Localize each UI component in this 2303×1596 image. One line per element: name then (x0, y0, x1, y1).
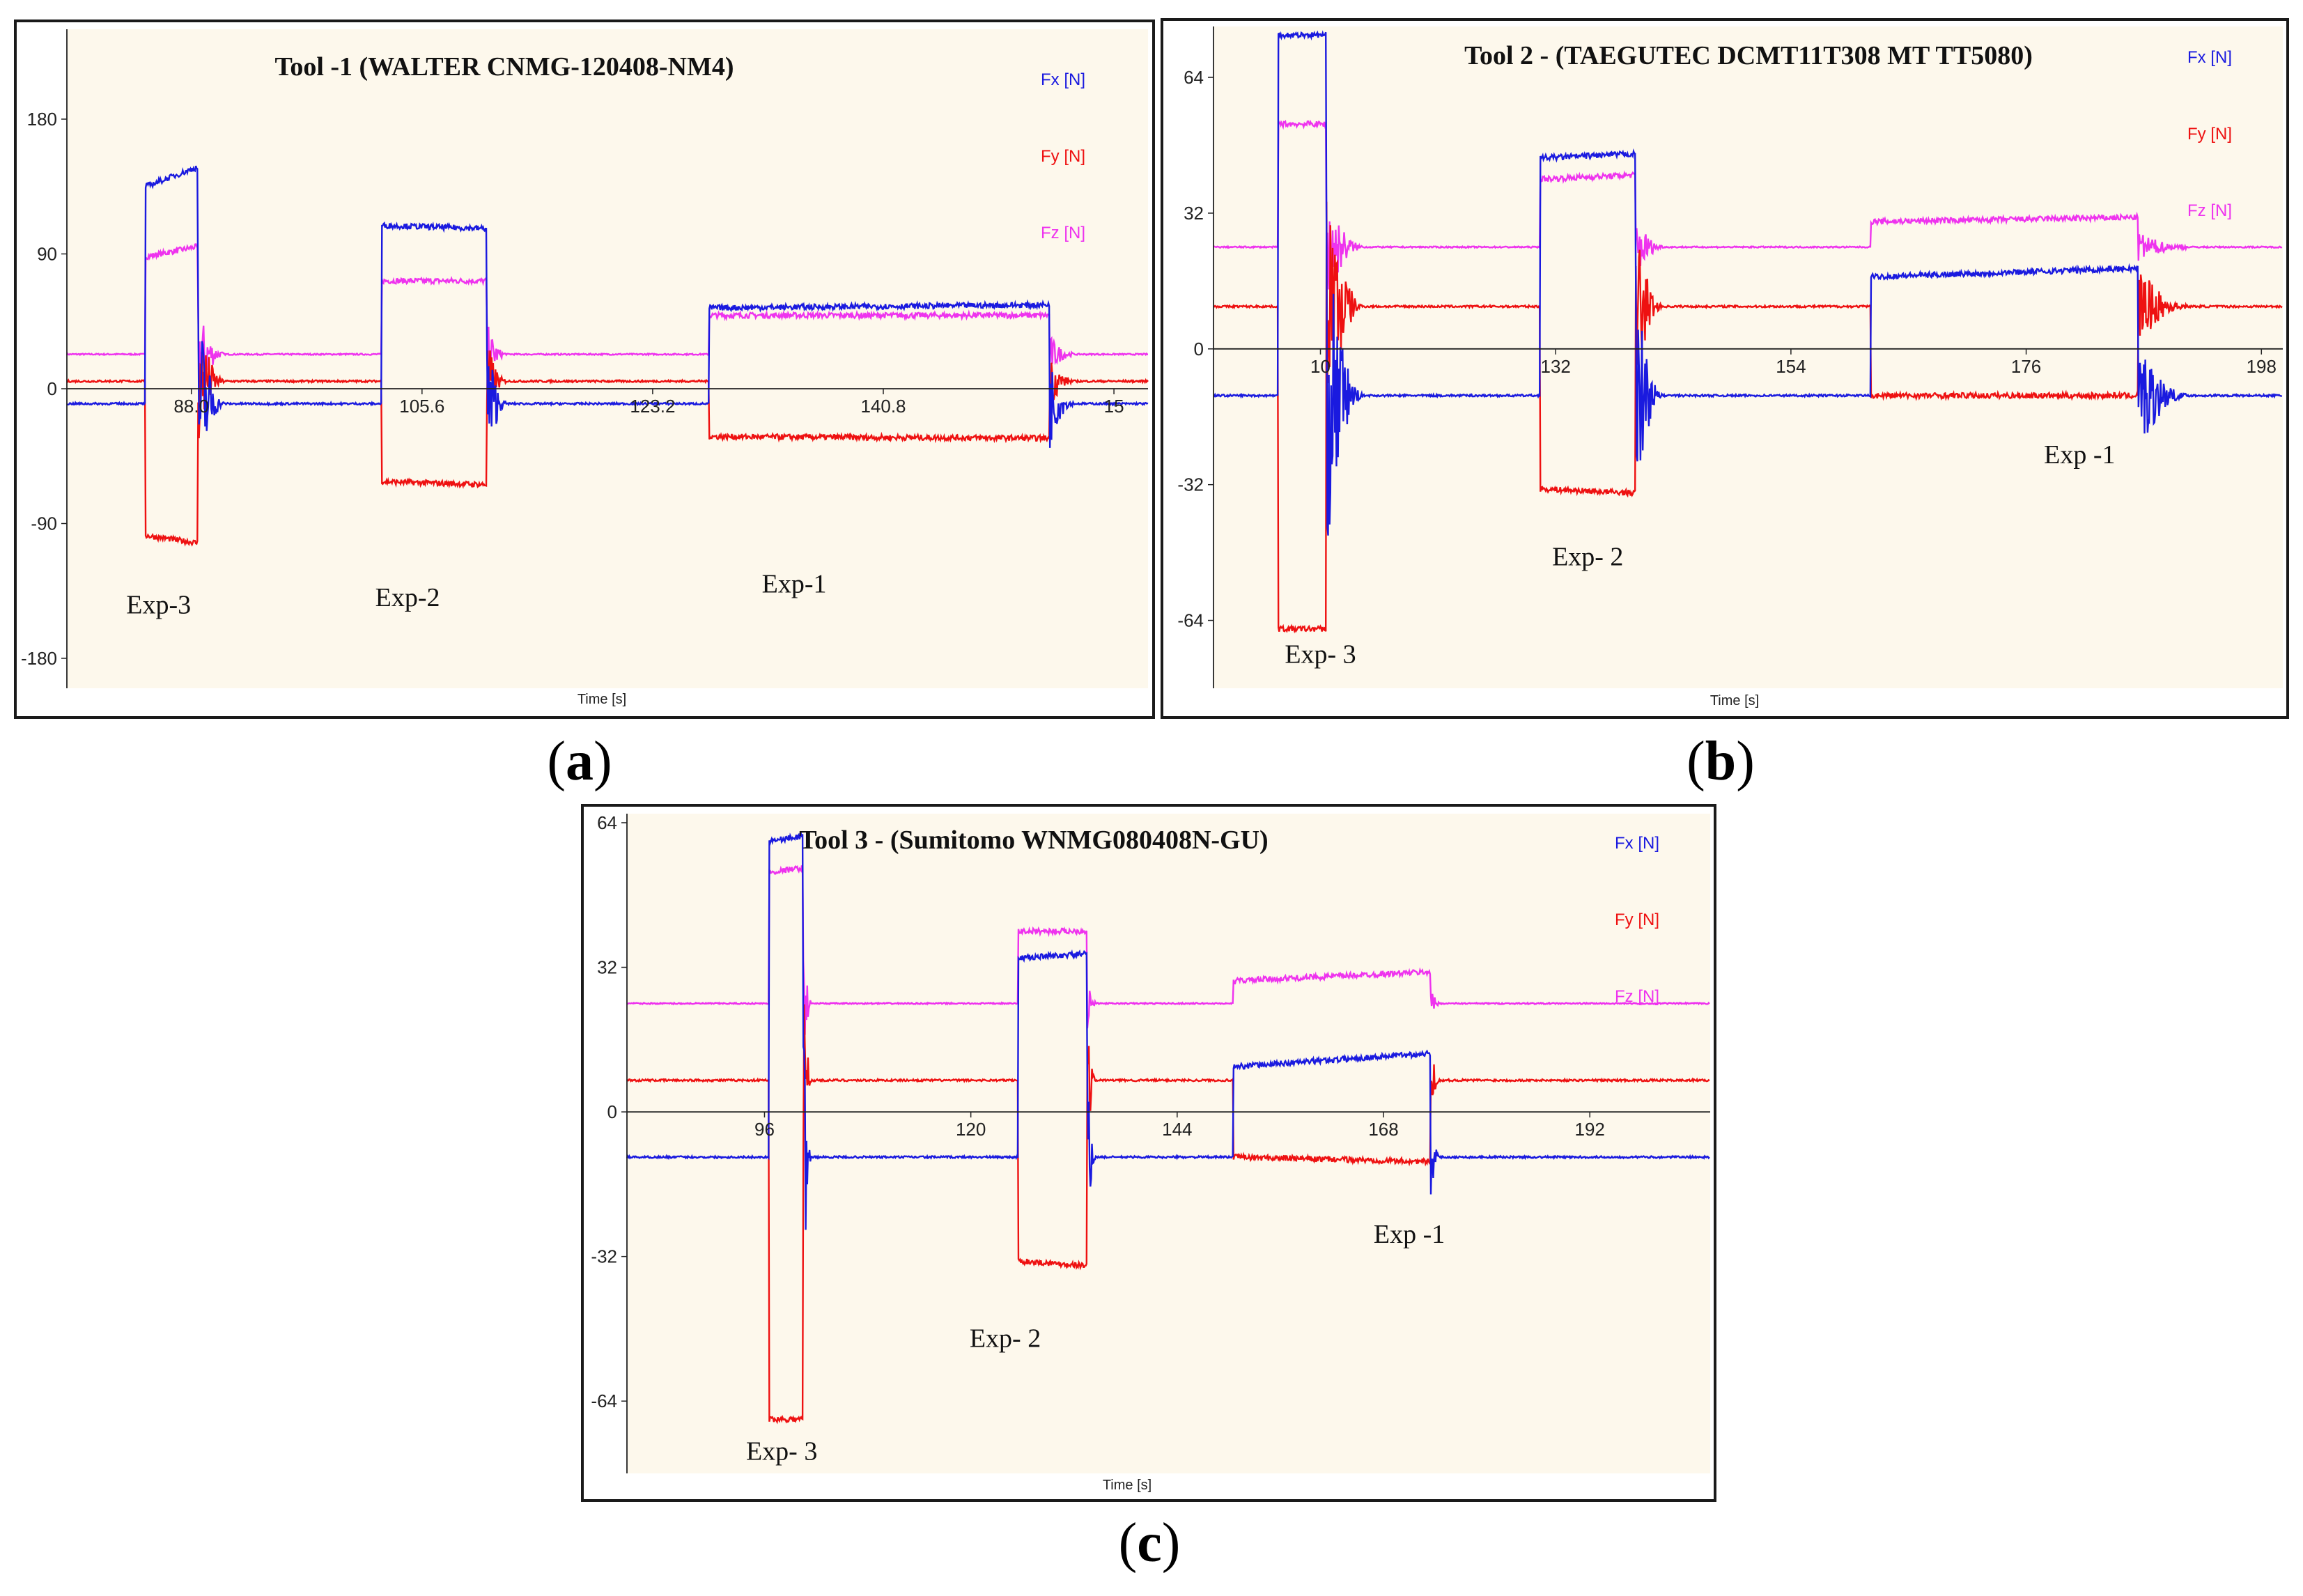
series-fz-line (1213, 119, 2283, 290)
y-tick-label: -64 (1177, 610, 1204, 631)
legend-entry: Fy [N] (2187, 125, 2232, 144)
panel-a: 180 90 0 -90 -180 88.0 105.6 123.2 140.8 15 Tool -… (14, 20, 1155, 719)
exp-annotation: Exp -1 (1374, 1220, 1445, 1249)
y-tick-label: 0 (607, 1101, 617, 1122)
caption-c-letter: c (1137, 1512, 1162, 1574)
x-tick-label: 10 (1310, 356, 1331, 377)
exp-annotation: Exp- 2 (1552, 542, 1623, 571)
legend-entry: Fx [N] (1615, 834, 1659, 853)
x-tick-label: 140.8 (860, 396, 906, 417)
x-tick-label: 96 (754, 1119, 775, 1140)
exp-annotation: Exp- 2 (970, 1324, 1041, 1353)
series-fx-line (1213, 30, 2283, 536)
y-tick-label: 90 (37, 244, 57, 265)
chart-title: Tool 2 - (TAEGUTEC DCMT11T308 MT TT5080) (1464, 41, 2033, 70)
series-fz-line (65, 242, 1149, 385)
y-tick-label: -64 (591, 1390, 617, 1411)
y-tick-label: 32 (597, 957, 617, 978)
x-tick-label: 198 (2247, 356, 2277, 377)
x-axis-label: Time [s] (1103, 1478, 1152, 1493)
x-tick-label: 88.0 (173, 396, 209, 417)
legend-entry: Fz [N] (1615, 987, 1659, 1006)
series-fx-line (626, 830, 1710, 1230)
x-tick-label: 15 (1104, 396, 1124, 417)
y-tick-label: 32 (1184, 203, 1204, 224)
legend-entry: Fx [N] (1041, 70, 1085, 89)
x-tick-label: 168 (1368, 1119, 1398, 1140)
x-tick-label: 105.6 (399, 396, 444, 417)
x-tick-label: 192 (1575, 1119, 1605, 1140)
caption-b: (b) (1686, 731, 1755, 792)
series-fy-line (626, 1004, 1710, 1425)
caption-a-letter: a (566, 731, 594, 792)
chart-title: Tool -1 (WALTER CNMG-120408-NM4) (274, 52, 734, 82)
series-fy-line (66, 350, 1149, 547)
y-tick-label: -90 (31, 513, 57, 534)
exp-annotation: Exp-2 (375, 583, 440, 612)
caption-a: (a) (547, 731, 612, 792)
panel-b: 64 32 0 -32 -64 10 132 154 176 198 Tool 2 - (TAEGU… (1161, 18, 2289, 719)
series-fx-line (66, 165, 1149, 448)
series-fy-line (1213, 201, 2283, 634)
y-tick-label: -32 (1177, 474, 1204, 495)
x-tick-label: 144 (1162, 1119, 1192, 1140)
x-tick-label: 123.2 (630, 396, 675, 417)
x-axis-label: Time [s] (1710, 693, 1759, 708)
legend-entry: Fy [N] (1041, 147, 1085, 166)
legend-entry: Fz [N] (1041, 224, 1085, 242)
x-tick-label: 176 (2011, 356, 2041, 377)
caption-c: (c) (1118, 1512, 1181, 1574)
exp-annotation: Exp-1 (762, 569, 827, 598)
exp-annotation: Exp- 3 (746, 1437, 817, 1466)
plot-area (1213, 26, 2283, 688)
x-tick-label: 154 (1776, 356, 1806, 377)
y-tick-label: 180 (27, 109, 57, 130)
x-tick-label: 132 (1541, 356, 1571, 377)
exp-annotation: Exp -1 (2044, 440, 2115, 470)
series-fz-line (626, 865, 1710, 1035)
exp-annotation: Exp-3 (126, 591, 191, 620)
x-tick-label: 120 (956, 1119, 986, 1140)
chart-c: 64 32 0 -32 -64 96 120 144 168 192 Tool 3 - (Sumit… (591, 812, 1710, 1493)
legend-entry: Fz [N] (2187, 201, 2232, 220)
legend-entry: Fx [N] (2187, 48, 2232, 67)
panel-c: 64 32 0 -32 -64 96 120 144 168 192 Tool 3 - (Sumit… (581, 804, 1716, 1502)
plot-area (67, 29, 1148, 688)
chart-title: Tool 3 - (Sumitomo WNMG080408N-GU) (799, 826, 1268, 855)
legend-entry: Fy [N] (1615, 911, 1659, 929)
caption-b-letter: b (1705, 731, 1737, 792)
x-axis-label: Time [s] (577, 692, 626, 707)
chart-a: 180 90 0 -90 -180 88.0 105.6 123.2 140.8 15 Tool -… (21, 29, 1149, 707)
chart-b: 64 32 0 -32 -64 10 132 154 176 198 Tool 2 - (TAEGU… (1177, 26, 2283, 708)
plot-area (627, 814, 1710, 1473)
y-tick-label: 0 (47, 378, 57, 399)
y-tick-label: -32 (591, 1246, 617, 1267)
y-tick-label: 64 (597, 812, 617, 833)
exp-annotation: Exp- 3 (1285, 640, 1356, 669)
y-tick-label: 0 (1194, 339, 1204, 359)
y-tick-label: 64 (1184, 67, 1204, 88)
y-tick-label: -180 (21, 648, 57, 669)
